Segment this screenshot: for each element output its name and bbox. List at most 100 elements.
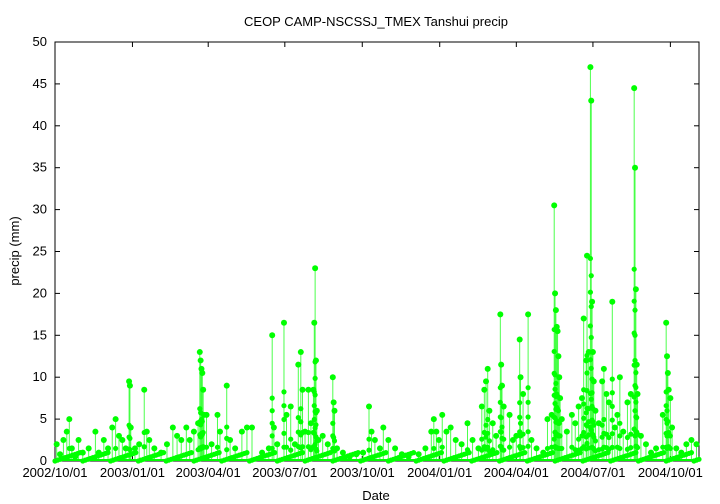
precip-subpoint [501, 447, 507, 453]
precip-point [178, 437, 185, 444]
precip-subpoint [520, 444, 526, 451]
precip-subpoint [298, 419, 304, 425]
precip-point [280, 319, 287, 326]
y-tick-label: 40 [33, 118, 47, 133]
y-tick-label: 15 [33, 327, 47, 342]
precip-subpoint [589, 390, 595, 396]
precip-low-point [466, 450, 472, 456]
precip-point [520, 390, 527, 397]
precip-point [499, 382, 506, 389]
precip-low-point [244, 450, 250, 456]
precip-point [603, 390, 610, 397]
precip-subpoint [631, 266, 637, 272]
precip-subpoint [665, 418, 671, 425]
precip-subpoint [439, 444, 445, 450]
precip-point [119, 437, 126, 444]
precip-point [92, 428, 99, 435]
precip-point [415, 451, 422, 458]
precip-point [269, 332, 276, 339]
precip-subpoint [288, 447, 294, 453]
precip-subpoint [298, 406, 304, 412]
precip-subpoint [520, 431, 526, 437]
precip-point [105, 445, 112, 452]
precip-point [203, 411, 210, 418]
precip-low-point [216, 450, 222, 456]
precip-subpoint [431, 445, 437, 452]
precip-point [489, 420, 496, 427]
precip-point [637, 432, 644, 439]
precip-point [100, 437, 107, 444]
precip-point [136, 441, 143, 448]
precip-subpoint [288, 436, 294, 442]
precip-point [380, 424, 387, 431]
precip-point [578, 395, 585, 402]
precip-low-point [188, 450, 194, 456]
precip-point [557, 395, 564, 402]
precip-subpoint [269, 395, 275, 401]
precip-point [558, 416, 565, 423]
precip-subpoint [199, 418, 205, 425]
precip-point [163, 441, 170, 448]
precip-subpoint [499, 424, 505, 430]
precip-point [556, 374, 563, 381]
precip-subpoint [525, 443, 531, 449]
precip-point [274, 441, 281, 448]
precip-subpoint [632, 332, 638, 338]
precip-subpoint [127, 435, 133, 441]
precip-subpoint [634, 444, 641, 451]
precip-low-point [605, 450, 611, 456]
y-axis-label: precip (mm) [7, 216, 22, 285]
precip-subpoint [366, 436, 372, 442]
precip-subpoint [269, 408, 275, 414]
precip-subpoint [581, 429, 587, 436]
precip-point [243, 424, 250, 431]
precip-point [552, 290, 559, 297]
precip-subpoint [498, 415, 504, 421]
precip-point [248, 424, 255, 431]
precip-subpoint [281, 403, 287, 409]
precip-point [329, 374, 336, 381]
precip-low-point [327, 450, 333, 456]
precip-point [478, 403, 485, 410]
precip-subpoint [486, 438, 492, 444]
precip-point [664, 370, 671, 377]
precip-point [551, 202, 558, 209]
precip-subpoint [479, 436, 485, 442]
precip-point [533, 445, 540, 452]
precip-point [632, 286, 639, 293]
precip-subpoint [314, 448, 320, 454]
precip-point [232, 445, 239, 452]
precip-point [525, 311, 532, 318]
precip-point [509, 437, 516, 444]
precip-subpoint [113, 445, 119, 452]
precip-point [238, 428, 245, 435]
precip-low-point [411, 450, 417, 456]
precip-low-point [688, 450, 695, 456]
precip-subpoint [281, 416, 287, 423]
precip-subpoint [203, 444, 210, 450]
precip-point [458, 441, 465, 448]
precip-point [611, 424, 618, 431]
precip-point [196, 349, 203, 356]
precip-point [516, 336, 523, 343]
precip-subpoint [663, 403, 669, 409]
precip-point [368, 428, 375, 435]
precip-subpoint [557, 433, 563, 439]
precip-subpoint [624, 434, 631, 441]
precip-point [616, 374, 623, 381]
precip-subpoint [305, 429, 311, 436]
precip-subpoint [551, 348, 557, 355]
precip-point [299, 386, 306, 393]
precip-low-point [633, 450, 639, 456]
precip-subpoint [592, 438, 599, 444]
precip-point [600, 365, 607, 372]
precip-point [428, 428, 435, 435]
precip-point [371, 437, 378, 444]
precip-subpoint [587, 255, 594, 262]
precip-subpoint [609, 444, 615, 450]
precip-point [57, 451, 64, 458]
precip-point [385, 437, 392, 444]
precip-low-point [355, 450, 361, 456]
precip-subpoint [127, 447, 133, 453]
